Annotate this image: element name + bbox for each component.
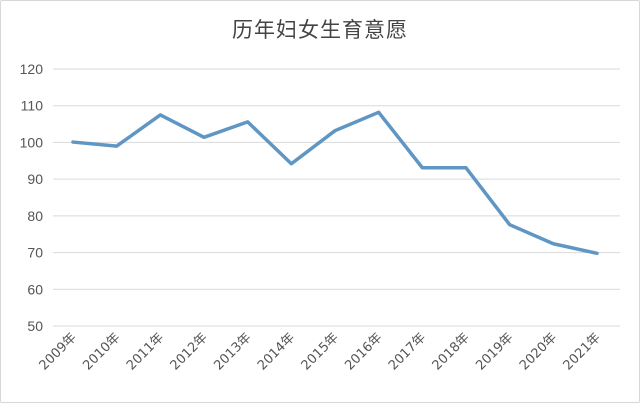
y-tick-label: 60 [27, 281, 43, 297]
x-tick-label: 2015年 [299, 330, 342, 373]
series-layer [71, 110, 599, 256]
data-point [290, 162, 293, 165]
y-tick-label: 100 [20, 134, 44, 150]
data-point [115, 144, 118, 148]
data-point [508, 223, 511, 226]
x-tick-label: 2017年 [386, 330, 429, 373]
data-point [159, 113, 162, 117]
x-axis-tick-labels: 2009年 2010年 2011年 2012年 2013年 2014年 2015年 2016年… [37, 330, 604, 373]
x-tick-label: 2011年 [124, 330, 167, 373]
y-tick-label: 110 [21, 98, 44, 114]
data-point [246, 120, 249, 124]
x-tick-label: 2012年 [168, 330, 211, 373]
x-tick-label: 2013年 [211, 330, 254, 373]
series-line-0 [71, 110, 599, 256]
gridlines [53, 68, 620, 327]
y-tick-label: 80 [27, 208, 43, 224]
y-tick-label: 120 [20, 61, 44, 77]
data-point [595, 252, 599, 255]
y-tick-label: 50 [27, 318, 43, 334]
data-point [421, 166, 424, 169]
data-point [71, 140, 75, 144]
data-point [333, 129, 337, 132]
x-tick-label: 2016年 [342, 330, 385, 373]
x-tick-label: 2019年 [473, 330, 516, 373]
y-tick-label: 90 [27, 171, 43, 187]
x-tick-label: 2018年 [430, 330, 473, 373]
data-point [464, 166, 468, 169]
chart-title: 历年妇女生育意愿 [232, 18, 408, 42]
x-tick-label: 2014年 [255, 330, 298, 373]
x-tick-label: 2009年 [37, 330, 80, 373]
data-point [202, 136, 206, 139]
y-tick-label: 70 [27, 245, 43, 261]
data-point [552, 242, 555, 245]
x-tick-label: 2021年 [561, 330, 604, 373]
y-axis-tick-labels: 50 60 70 80 90 100 110 120 [20, 61, 44, 334]
x-tick-label: 2010年 [80, 330, 123, 373]
data-point [377, 111, 380, 114]
x-tick-label: 2020年 [517, 330, 560, 373]
